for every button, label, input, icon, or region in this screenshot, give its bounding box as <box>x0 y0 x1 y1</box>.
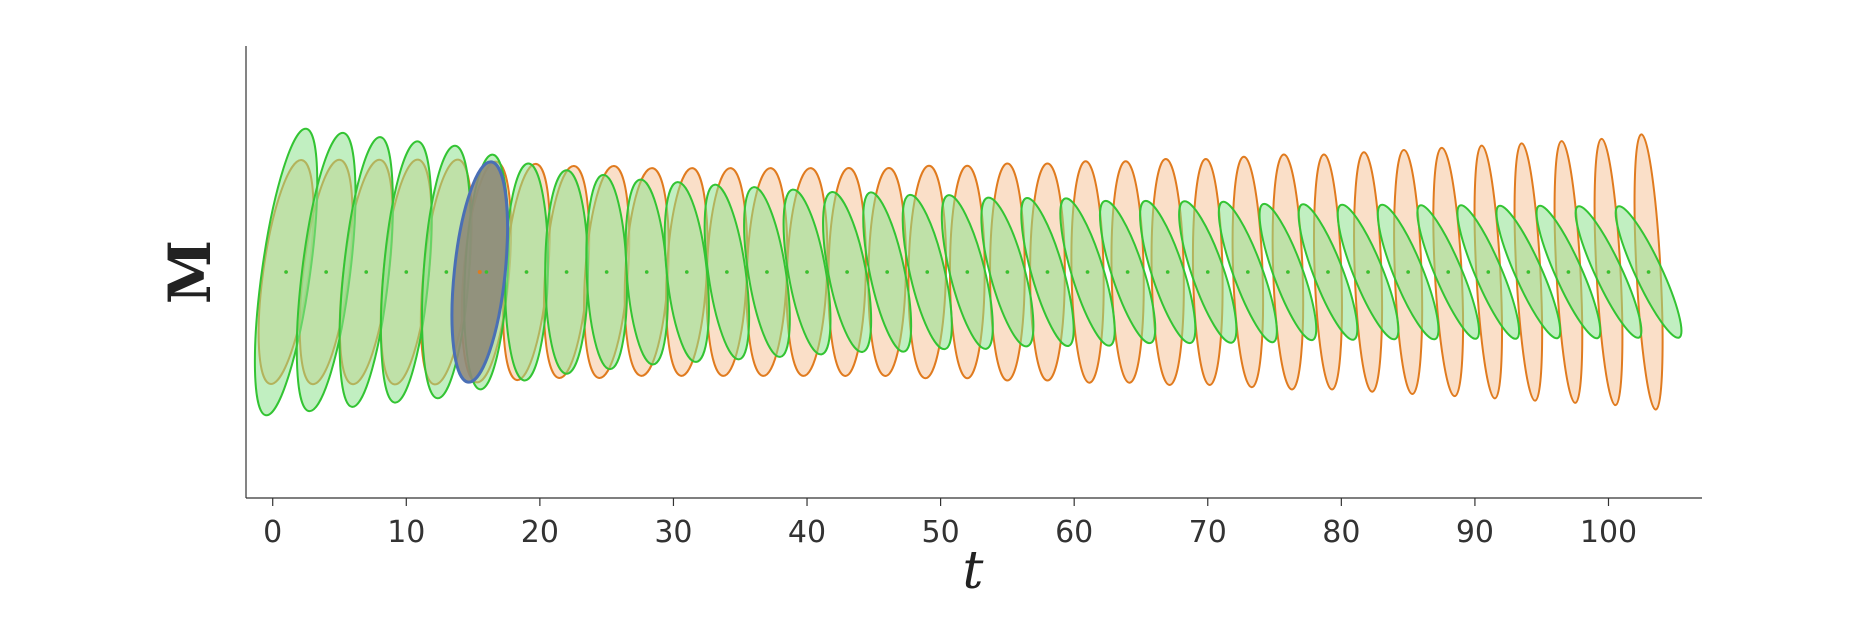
x-tick-label: 0 <box>263 515 282 550</box>
mean-dot <box>1366 270 1370 274</box>
mean-dot <box>284 270 288 274</box>
mean-dot <box>1246 270 1250 274</box>
mean-dot <box>1446 270 1451 274</box>
mean-dot <box>564 270 569 274</box>
x-tick-label: 20 <box>521 515 559 550</box>
mean-dot <box>685 270 689 274</box>
mean-dot <box>965 270 970 274</box>
x-tick-label: 100 <box>1580 515 1637 550</box>
mean-dot <box>324 270 328 274</box>
mean-dot <box>1205 270 1210 274</box>
mean-dot <box>1406 270 1410 274</box>
mean-dot <box>1005 270 1010 274</box>
x-tick-label: 80 <box>1322 515 1360 550</box>
mean-dot <box>644 270 649 274</box>
x-tick-label: 70 <box>1189 515 1227 550</box>
mean-dot <box>1326 270 1330 274</box>
x-tick-label: 40 <box>788 515 826 550</box>
mean-dot <box>404 270 409 274</box>
x-axis-label: t <box>963 541 984 601</box>
mean-dot <box>1045 270 1050 274</box>
mean-dot <box>845 270 849 274</box>
mean-dot <box>444 270 449 274</box>
mean-dot <box>885 270 889 274</box>
x-tick-label: 90 <box>1456 515 1494 550</box>
mean-dot <box>1646 270 1651 274</box>
mean-dot <box>725 270 729 274</box>
mean-dot <box>1286 270 1290 274</box>
mean-dot <box>1566 270 1571 274</box>
x-tick-label: 30 <box>654 515 692 550</box>
x-tick-label: 50 <box>922 515 960 550</box>
mean-dot <box>1165 270 1170 274</box>
x-tick-label: 60 <box>1055 515 1093 550</box>
mean-dot <box>364 270 369 274</box>
mean-dot <box>1085 270 1090 274</box>
mean-dot <box>484 270 489 274</box>
mean-dot <box>1486 270 1491 274</box>
mean-dot <box>604 270 609 274</box>
mean-dot <box>1606 270 1611 274</box>
mean-dot <box>1125 270 1130 274</box>
mean-dot <box>805 270 809 274</box>
mean-dot <box>765 270 769 274</box>
highlight-dot <box>477 270 482 274</box>
mean-dot <box>524 270 529 274</box>
mean-dot <box>1526 270 1531 274</box>
mean-dot <box>925 270 930 274</box>
y-axis-label: M <box>156 240 224 304</box>
x-tick-label: 10 <box>387 515 425 550</box>
